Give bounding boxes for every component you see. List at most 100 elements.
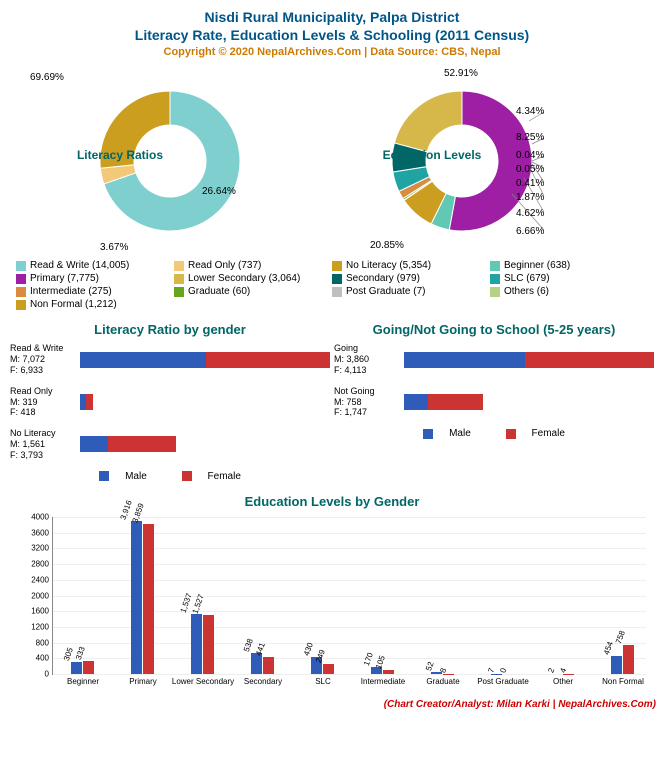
legend-swatch — [174, 274, 184, 284]
bar-group: 1,537 1,527 — [191, 614, 214, 674]
vbar-value: 170 — [361, 652, 374, 668]
vbar-male: 52 — [431, 672, 442, 674]
donut-education: Education Levels 52.91%4.34%8.25%0.04%0.… — [334, 66, 654, 256]
x-label: Non Formal — [602, 677, 644, 686]
pct-label: 4.62% — [516, 208, 544, 219]
legend-swatch — [16, 300, 26, 310]
hbar-label: Read OnlyM: 319F: 418 — [10, 386, 80, 418]
donut-row: Literacy Ratios 69.69%3.67%26.64% Educat… — [8, 66, 656, 256]
title-copyright: Copyright © 2020 NepalArchives.Com | Dat… — [8, 46, 656, 58]
hbar-row: Read & WriteM: 7,072F: 6,933 — [10, 343, 330, 375]
bar-group: 305 333 — [71, 661, 94, 674]
vbar-female: 758 — [623, 645, 634, 675]
legend-item: Read Only (737) — [174, 260, 332, 271]
legend-item: Post Graduate (7) — [332, 286, 490, 297]
credit: (Chart Creator/Analyst: Milan Karki | Ne… — [8, 699, 656, 710]
legend-item: Read & Write (14,005) — [16, 260, 174, 271]
pct-label: 8.25% — [516, 132, 544, 143]
pct-label: 52.91% — [444, 68, 478, 79]
hbar2-title: Going/Not Going to School (5-25 years) — [334, 322, 654, 337]
vbar-title: Education Levels by Gender — [8, 494, 656, 509]
y-tick: 1200 — [19, 622, 49, 631]
pct-label: 26.64% — [202, 186, 236, 197]
x-label: SLC — [315, 677, 331, 686]
hbar-row: No LiteracyM: 1,561F: 3,793 — [10, 428, 330, 460]
legend-item: Primary (7,775) — [16, 273, 174, 284]
hbar-label: Read & WriteM: 7,072F: 6,933 — [10, 343, 80, 375]
pct-label: 20.85% — [370, 240, 404, 251]
female-swatch — [182, 471, 192, 481]
vbar-value: 7 — [486, 667, 496, 674]
male-label: Male — [449, 428, 471, 439]
mid-row: Literacy Ratio by gender Read & WriteM: … — [8, 322, 656, 484]
pct-label: 6.66% — [516, 226, 544, 237]
hbar-label: GoingM: 3,860F: 4,113 — [334, 343, 404, 375]
hbar-female — [206, 352, 330, 368]
legend-label: Non Formal (1,212) — [30, 299, 117, 310]
legend-swatch — [16, 287, 26, 297]
legend-item: Lower Secondary (3,064) — [174, 273, 332, 284]
hbar-school: Going/Not Going to School (5-25 years) G… — [334, 322, 654, 484]
legend-label: Primary (7,775) — [30, 273, 99, 284]
hbar-row: GoingM: 3,860F: 4,113 — [334, 343, 654, 375]
mini-legend-1: Male Female — [10, 471, 330, 485]
legend-item: Non Formal (1,212) — [16, 299, 174, 310]
y-tick: 400 — [19, 654, 49, 663]
legend-swatch — [490, 261, 500, 271]
title-line2: Literacy Rate, Education Levels & School… — [8, 26, 656, 44]
legend-item: Beginner (638) — [490, 260, 648, 271]
x-label: Secondary — [244, 677, 282, 686]
x-label: Beginner — [67, 677, 99, 686]
vbar-value: 4 — [558, 667, 568, 674]
hbar-female — [86, 394, 93, 410]
vbar-value: 2 — [546, 667, 556, 674]
vbar-value: 430 — [301, 642, 314, 658]
vbar-male: 305 — [71, 662, 82, 674]
bar-group: 3,916 3,859 — [131, 521, 154, 674]
y-tick: 2400 — [19, 575, 49, 584]
legend-label: Intermediate (275) — [30, 286, 112, 297]
male-swatch — [99, 471, 109, 481]
donut1-center: Literacy Ratios — [70, 148, 170, 162]
y-tick: 1600 — [19, 607, 49, 616]
legend-label: Read Only (737) — [188, 260, 261, 271]
combined-legend: Read & Write (14,005) Read Only (737) No L… — [8, 260, 656, 312]
x-label: Primary — [129, 677, 157, 686]
bar-group: 430 249 — [311, 657, 334, 674]
donut2-center: Education Levels — [382, 148, 482, 162]
y-tick: 800 — [19, 638, 49, 647]
pct-label: 0.04% — [516, 150, 544, 161]
hbar-track — [404, 394, 654, 410]
hbar-male — [80, 436, 108, 452]
hbar-male — [404, 352, 525, 368]
vbar-female: 441 — [263, 657, 274, 674]
y-tick: 3200 — [19, 544, 49, 553]
legend-label: Graduate (60) — [188, 286, 250, 297]
hbar-male — [80, 352, 206, 368]
legend-swatch — [16, 274, 26, 284]
hbar-track — [80, 352, 330, 368]
vbar-female: 249 — [323, 664, 334, 674]
legend-swatch — [332, 261, 342, 271]
hbar-label: No LiteracyM: 1,561F: 3,793 — [10, 428, 80, 460]
bar-group: 52 8 — [431, 672, 454, 674]
legend-label: Others (6) — [504, 286, 549, 297]
hbar-female — [525, 352, 654, 368]
y-tick: 4000 — [19, 513, 49, 522]
male-label: Male — [125, 471, 147, 482]
vbar-value: 538 — [241, 637, 254, 653]
mini-legend-2: Male Female — [334, 428, 654, 442]
legend-swatch — [490, 274, 500, 284]
legend-label: Beginner (638) — [504, 260, 570, 271]
x-label: Lower Secondary — [172, 677, 234, 686]
pct-label: 1.87% — [516, 192, 544, 203]
y-tick: 0 — [19, 670, 49, 679]
legend-swatch — [174, 261, 184, 271]
pct-label: 3.67% — [100, 242, 128, 253]
legend-label: Lower Secondary (3,064) — [188, 273, 300, 284]
legend-item: No Literacy (5,354) — [332, 260, 490, 271]
male-swatch — [423, 429, 433, 439]
bar-group: 538 441 — [251, 653, 274, 674]
vbar-male: 454 — [611, 656, 622, 674]
bar-group: 170 105 — [371, 667, 394, 674]
